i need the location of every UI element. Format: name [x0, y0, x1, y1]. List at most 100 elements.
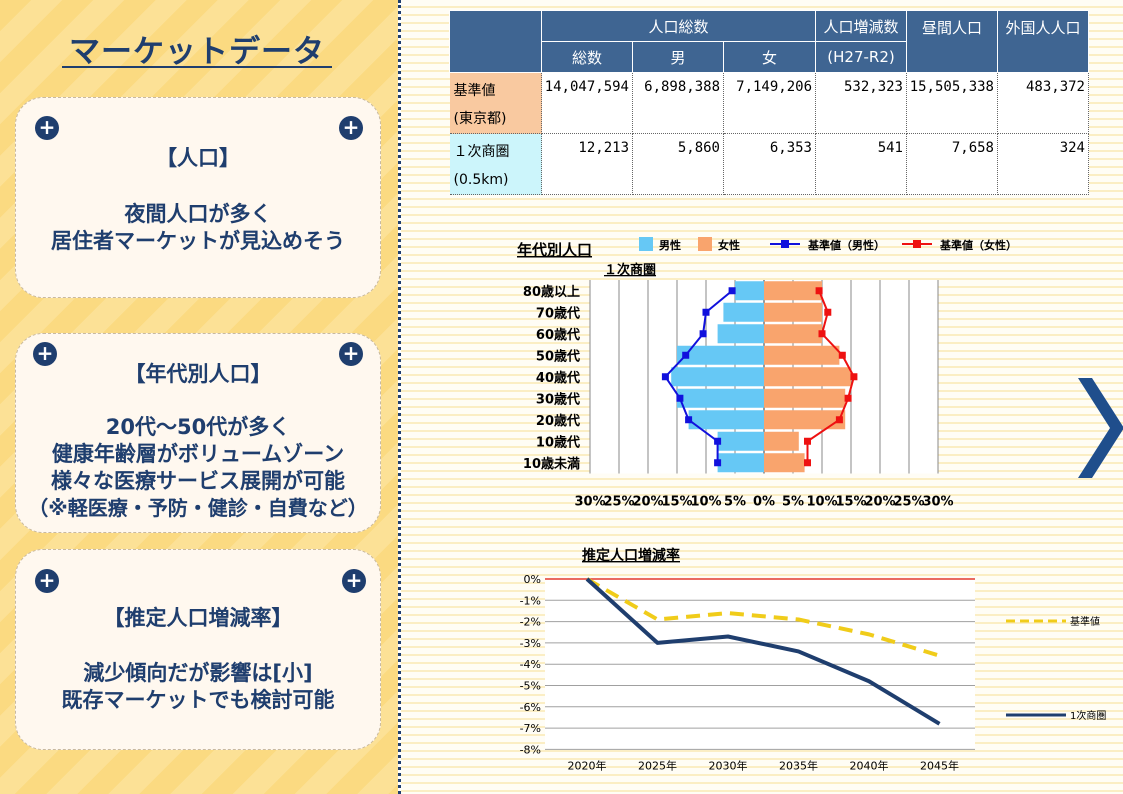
card-line: 20代～50代が多く [105, 415, 291, 439]
tick-label: 20歳代 [536, 413, 580, 429]
tick-label: 2040年 [850, 758, 889, 772]
card-line: 既存マーケットでも検討可能 [61, 688, 335, 712]
title-underline [62, 66, 332, 68]
bar-male [735, 281, 764, 301]
tick-label: 5% [782, 495, 804, 510]
tick-label: 20% [632, 495, 663, 510]
plus-icon[interactable]: + [342, 569, 366, 593]
tick-label: 70歳代 [536, 305, 580, 321]
card-line: 減少傾向だが影響は[小] [83, 661, 313, 685]
cell-male: 5,860 [632, 133, 724, 195]
bar-female [764, 281, 822, 301]
bar-female [764, 345, 840, 365]
age-pyramid-chart: 年代別人口 １次商圏 男性 女性 基準値（男性） 基準値（女性） 80歳以上 70歳代 6… [517, 237, 1017, 510]
reference-female-point [815, 287, 823, 295]
tick-label: 40歳代 [536, 370, 580, 386]
tick-label: 30% [922, 495, 953, 510]
reference-male-point [685, 416, 693, 424]
table-corner-header [449, 10, 542, 73]
reference-female-point [838, 351, 846, 359]
card-line: 居住者マーケットが見込めそう [51, 229, 345, 253]
population-table: 人口総数 人口増減数 昼間人口 外国人人口 総数 男 女 (H27-R2) 基準… [449, 10, 1089, 195]
legend-label: 基準値 [1070, 615, 1100, 628]
cell-change: 541 [815, 133, 907, 195]
bar-male [717, 324, 764, 344]
legend-label: 女性 [718, 238, 740, 252]
card-heading: 【推定人口増減率】 [103, 606, 293, 630]
tick-label: 10歳未満 [523, 456, 580, 472]
plus-icon[interactable]: + [35, 116, 59, 140]
chart-bars [671, 281, 851, 473]
tick-label: -6% [520, 701, 541, 714]
header-male: 男 [632, 41, 724, 73]
card-line: 健康年齢層がボリュームゾーン [51, 442, 345, 466]
chevron-right-icon[interactable] [1078, 378, 1123, 478]
table-row: 基準値 (東京都) 14,047,594 6,898,388 7,149,206 … [449, 72, 1089, 134]
reference-female-point [844, 394, 852, 402]
cell-female: 6,353 [723, 133, 816, 195]
reference-female-point [850, 373, 858, 381]
tick-label: 15% [661, 495, 692, 510]
card-line: （※軽医療・予防・健診・自費など） [28, 496, 368, 520]
tick-label: 10% [806, 495, 837, 510]
row-label-sub: (東京都) [453, 111, 507, 127]
dotted-divider [398, 0, 401, 794]
tick-label: -3% [520, 637, 541, 650]
reference-male-point [714, 437, 722, 445]
bar-male [723, 302, 764, 322]
plus-icon[interactable]: + [339, 342, 363, 366]
tick-label: 30歳代 [536, 391, 580, 407]
card-heading: 【人口】 [156, 146, 240, 170]
card-body: 減少傾向だが影響は[小] 既存マーケットでも検討可能 [16, 660, 380, 714]
row-label: 基準値 (東京都) [449, 72, 542, 134]
tick-label: -1% [520, 594, 541, 607]
reference-male-point [682, 351, 690, 359]
card-heading: 【年代別人口】 [124, 362, 272, 386]
page-title: マーケットデータ [69, 34, 325, 70]
tick-label: -4% [520, 658, 541, 671]
tick-label: 10歳代 [536, 434, 580, 450]
x-axis-labels: 2020年 2025年 2030年 2035年 2040年 2045年 [568, 758, 960, 772]
cell-foreign: 324 [997, 133, 1089, 195]
legend-label: 基準値（女性） [939, 238, 1017, 252]
reference-female-point [804, 437, 811, 445]
cell-total: 12,213 [541, 133, 633, 195]
tick-label: 20% [864, 495, 895, 510]
tick-label: 25% [893, 495, 924, 510]
header-total: 総数 [541, 41, 633, 73]
card-population-trend: + + 【推定人口増減率】 減少傾向だが影響は[小] 既存マーケットでも検討可能 [15, 549, 381, 750]
bar-female [764, 388, 846, 408]
card-line: 様々な医療サービス展開が可能 [51, 469, 345, 493]
plus-icon[interactable]: + [33, 342, 57, 366]
table-row: １次商圏 (0.5km) 12,213 5,860 6,353 541 7,658… [449, 133, 1089, 195]
legend-swatch-female [698, 237, 712, 251]
chart-lines [661, 287, 858, 467]
header-population-change: 人口増減数 [815, 10, 907, 42]
bar-female [764, 324, 822, 344]
tick-label: -2% [520, 616, 541, 629]
tick-label: 2030年 [709, 758, 748, 772]
reference-male-point [714, 459, 722, 467]
bar-male [717, 431, 764, 451]
plus-icon[interactable]: + [35, 569, 59, 593]
tick-label: -5% [520, 680, 541, 693]
tick-label: 10% [690, 495, 721, 510]
bar-female [764, 453, 805, 473]
cell-total: 14,047,594 [541, 72, 633, 134]
header-change-period: (H27-R2) [815, 41, 907, 73]
tick-label: 15% [835, 495, 866, 510]
reference-male-point [676, 394, 684, 402]
tick-label: -8% [520, 743, 541, 756]
card-body: 夜間人口が多く 居住者マーケットが見込めそう [16, 201, 380, 255]
reference-female-point [804, 459, 811, 467]
left-panel: マーケットデータ + + 【人口】 夜間人口が多く 居住者マーケットが見込めそう… [0, 0, 398, 794]
tick-label: 0% [524, 573, 541, 586]
row-label: １次商圏 (0.5km) [449, 133, 542, 195]
card-age-population: + + 【年代別人口】 20代～50代が多く 健康年齢層がボリュームゾーン 様々… [15, 333, 381, 533]
tick-label: 2020年 [568, 758, 607, 772]
plus-icon[interactable]: + [339, 116, 363, 140]
reference-female-point [835, 416, 843, 424]
x-axis-labels: 30%25%20%15%10% 5% 0% 5% 10%15%20%25%30% [574, 495, 953, 510]
card-population: + + 【人口】 夜間人口が多く 居住者マーケットが見込めそう [15, 97, 381, 298]
row-label-main: １次商圏 [453, 144, 510, 160]
